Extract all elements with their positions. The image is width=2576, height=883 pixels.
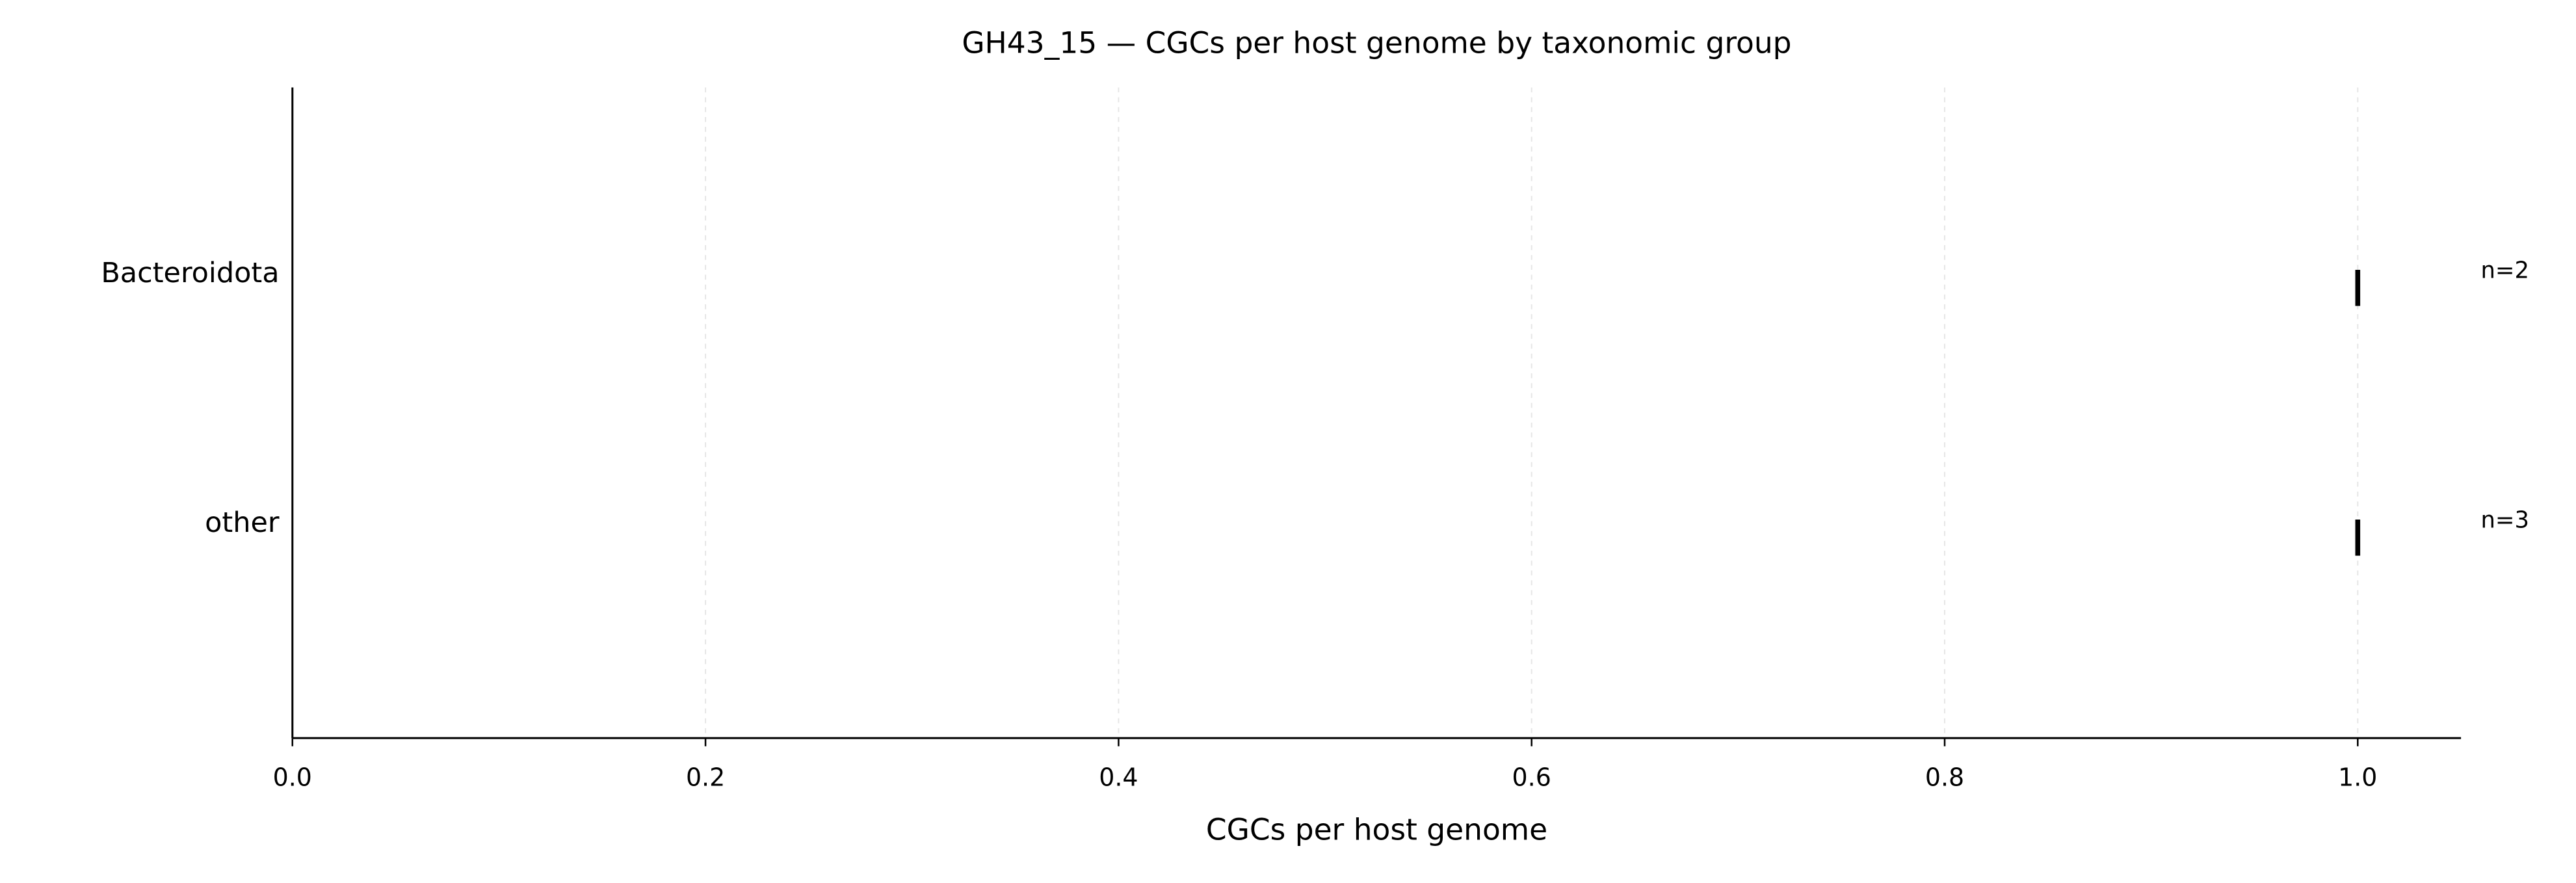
x-tick-label: 0.8 — [1925, 763, 1964, 792]
annotation: n=3 — [2480, 507, 2529, 534]
y-tick-label: other — [205, 507, 280, 539]
chart-title: GH43_15 — CGCs per host genome by taxono… — [962, 25, 1791, 60]
x-tick-label: 0.6 — [1512, 763, 1551, 792]
x-tick-label: 0.2 — [686, 763, 725, 792]
x-axis-label: CGCs per host genome — [1206, 813, 1547, 847]
annotation: n=2 — [2480, 257, 2529, 283]
x-tick-label: 0.0 — [273, 763, 312, 792]
x-tick-label: 0.4 — [1099, 763, 1138, 792]
x-tick-label: 1.0 — [2338, 763, 2377, 792]
y-tick-label: Bacteroidota — [101, 257, 279, 289]
